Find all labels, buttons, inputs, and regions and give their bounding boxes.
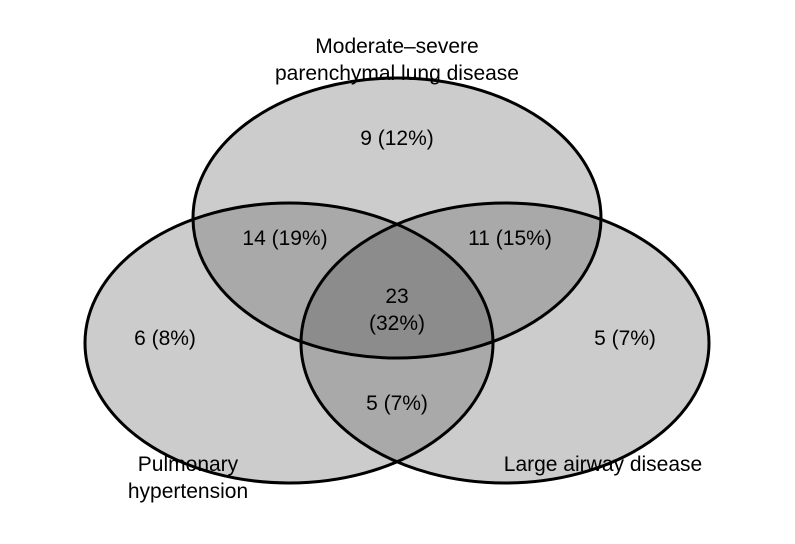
region-center-line1: 23 (385, 285, 408, 308)
region-left-right: 5 (7%) (366, 392, 428, 415)
circle-label-left-line2: hypertension (128, 480, 248, 503)
venn-diagram: 9 (12%) 6 (8%) 5 (7%) 14 (19%) 11 (15%) … (0, 0, 795, 544)
region-top-only: 9 (12%) (360, 127, 434, 150)
region-left-only: 6 (8%) (134, 327, 196, 350)
region-right-only: 5 (7%) (594, 327, 656, 350)
circle-label-top-line1: Moderate–severe (315, 35, 478, 58)
region-center-line2: (32%) (369, 312, 425, 335)
circle-label-left: Pulmonary hypertension (38, 451, 338, 506)
circle-label-left-line1: Pulmonary (138, 453, 238, 476)
circle-label-top: Moderate–severe parenchymal lung disease (247, 33, 547, 88)
circle-label-top-line2: parenchymal lung disease (275, 62, 519, 85)
circle-label-right: Large airway disease (453, 451, 753, 478)
circle-label-right-line1: Large airway disease (504, 453, 702, 476)
region-top-left: 14 (19%) (242, 227, 327, 250)
region-top-right: 11 (15%) (468, 227, 552, 250)
